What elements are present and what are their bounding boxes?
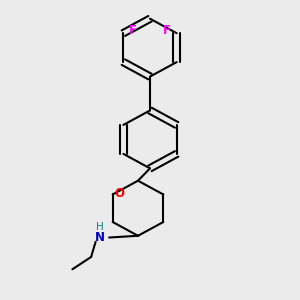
Text: N: N [95,231,105,244]
Text: O: O [114,187,124,200]
Text: F: F [163,24,171,37]
Text: F: F [129,24,137,37]
Text: H: H [96,222,104,232]
